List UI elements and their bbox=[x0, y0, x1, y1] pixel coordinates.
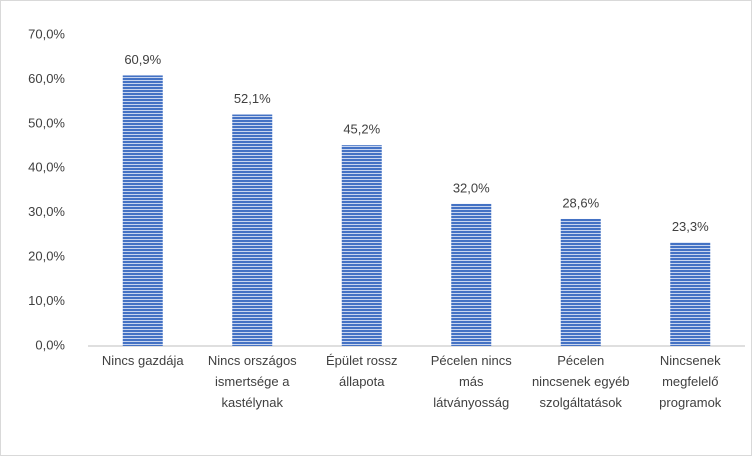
y-tick-label: 70,0% bbox=[28, 26, 65, 41]
y-tick-label: 0,0% bbox=[35, 337, 65, 352]
y-tick-label: 60,0% bbox=[28, 71, 65, 86]
y-tick-label: 20,0% bbox=[28, 249, 65, 264]
bar bbox=[451, 203, 492, 346]
bar bbox=[232, 114, 273, 346]
x-tick-label: Épület rossz állapota bbox=[325, 353, 398, 389]
y-tick-label: 30,0% bbox=[28, 204, 65, 219]
y-tick-label: 50,0% bbox=[28, 115, 65, 130]
bar bbox=[670, 242, 711, 346]
value-label: 32,0% bbox=[453, 180, 490, 195]
x-tick-label: Nincsenek megfelelő programok bbox=[659, 353, 722, 410]
x-tick-label: Pécelen nincsenek egyéb szolgáltatások bbox=[531, 353, 630, 410]
bar bbox=[122, 75, 163, 347]
value-label: 45,2% bbox=[343, 122, 380, 137]
value-label: 28,6% bbox=[562, 195, 599, 210]
value-label: 23,3% bbox=[672, 219, 709, 234]
value-label: 60,9% bbox=[124, 52, 161, 67]
bar bbox=[341, 145, 382, 346]
x-tick-label: Pécelen nincs más látványosság bbox=[430, 353, 512, 410]
x-tick-label: Nincs országos ismertsége a kastélynak bbox=[207, 353, 297, 410]
x-tick-label: Nincs gazdája bbox=[101, 353, 184, 368]
y-tick-label: 10,0% bbox=[28, 293, 65, 308]
y-tick-label: 40,0% bbox=[28, 160, 65, 175]
bar bbox=[560, 218, 601, 346]
value-label: 52,1% bbox=[234, 91, 271, 106]
